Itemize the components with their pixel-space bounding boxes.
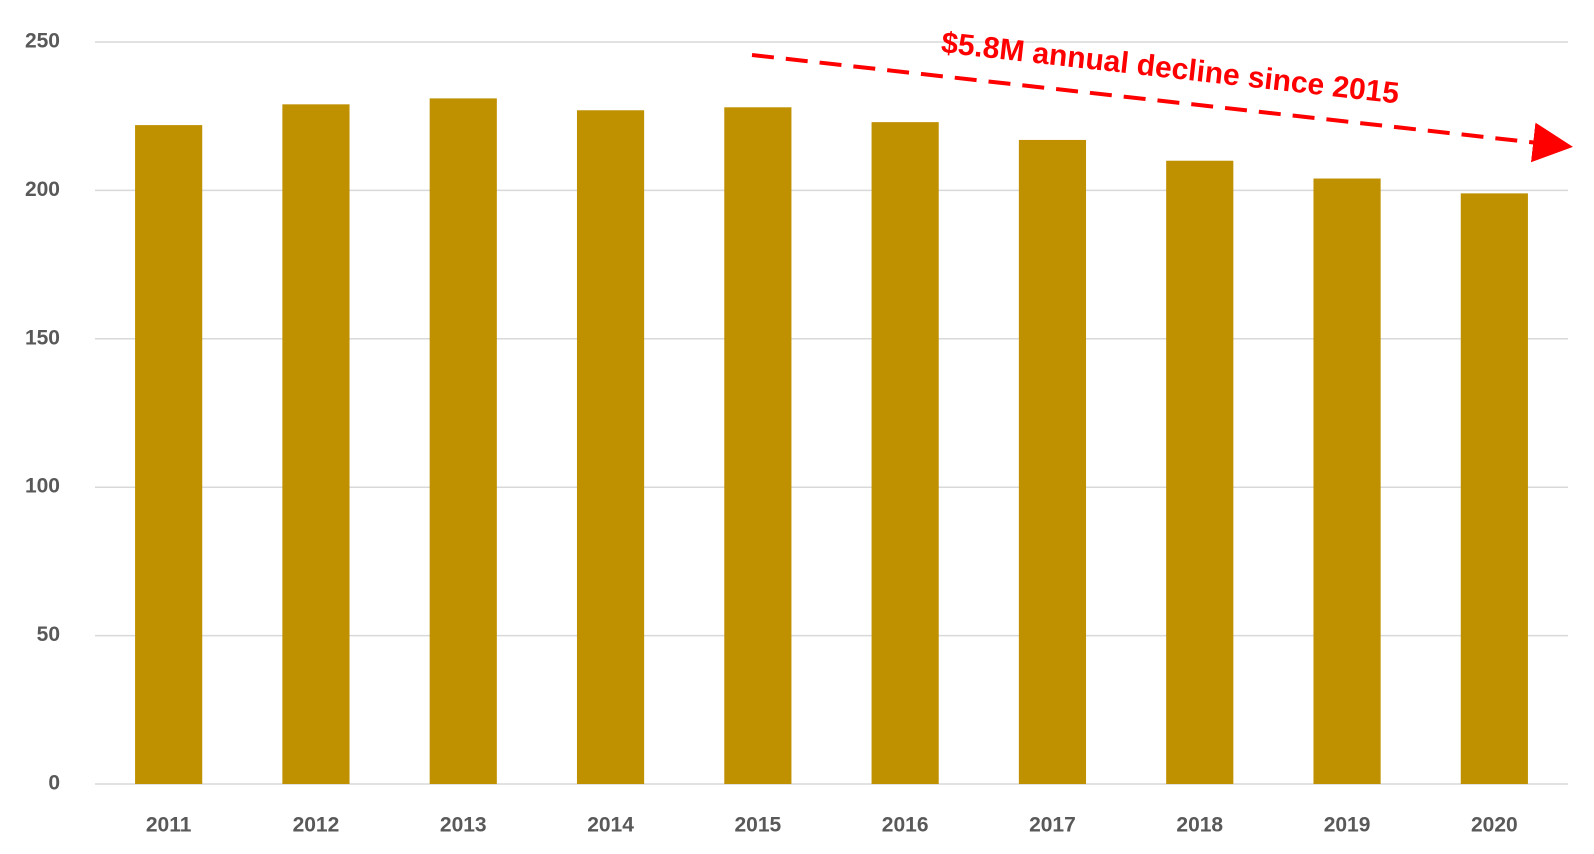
x-tick-label: 2015 [734,814,781,837]
bar [1313,178,1381,784]
x-tick-label: 2020 [1471,814,1518,837]
y-tick-label: 50 [37,623,60,646]
bar [1018,139,1087,785]
bar [576,110,645,785]
bar [871,122,939,785]
bar [282,104,350,784]
y-tick-label: 150 [25,326,60,349]
x-tick-label: 2011 [146,814,192,837]
x-tick-label: 2019 [1324,814,1371,837]
y-tick-label: 250 [25,30,60,53]
x-tick-label: 2017 [1029,814,1076,837]
bar [1166,160,1234,785]
trend-arrow [751,53,1573,163]
y-tick-label: 0 [48,772,60,795]
bar [135,125,203,784]
annotation: $5.8M annual decline since 2015 [940,26,1401,110]
x-tick-label: 2016 [882,814,929,837]
bar [429,98,497,785]
x-tick-label: 2014 [587,814,634,837]
bars [135,98,1528,785]
x-tick-label: 2018 [1176,814,1223,837]
bar [724,107,792,784]
x-tick-label: 2012 [293,814,340,837]
y-tick-label: 100 [25,475,60,498]
x-tick-label: 2013 [440,814,487,837]
y-tick-label: 200 [25,178,60,201]
bar [1460,193,1528,785]
